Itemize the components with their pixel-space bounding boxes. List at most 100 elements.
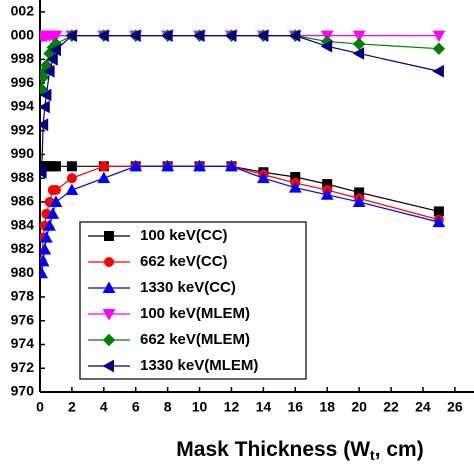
x-axis-label: Mask Thickness (Wt, cm) — [176, 438, 423, 463]
data-point — [40, 242, 52, 255]
data-point — [352, 47, 365, 60]
data-point — [40, 100, 50, 114]
data-point — [65, 29, 77, 42]
data-point — [43, 219, 56, 231]
data-point — [288, 181, 302, 193]
y-tick-label: 972 — [11, 359, 35, 375]
x-label-sub: t — [370, 447, 375, 463]
data-point — [46, 207, 60, 219]
legend-label: 1330 keV(CC) — [140, 279, 236, 296]
series-line — [41, 35, 439, 90]
y-tick-label: 992 — [11, 121, 35, 137]
x-tick-label: 24 — [415, 399, 431, 415]
data-point — [193, 159, 206, 172]
data-point — [50, 161, 61, 172]
y-tick-label: 000 — [11, 26, 35, 42]
data-point — [65, 183, 79, 196]
x-label-rest: , cm) — [375, 438, 424, 461]
x-tick-label: 14 — [256, 399, 272, 415]
marker — [104, 231, 114, 241]
y-tick-label: 994 — [11, 98, 35, 114]
y-tick-label: 980 — [11, 264, 35, 280]
data-point — [432, 42, 446, 55]
data-point — [193, 29, 205, 42]
legend-label: 100 keV(MLEM) — [140, 305, 250, 322]
data-point — [225, 159, 238, 172]
data-point — [432, 30, 446, 43]
x-tick-label: 16 — [288, 399, 304, 415]
x-tick-label: 6 — [132, 399, 140, 415]
x-tick-label: 26 — [447, 399, 463, 415]
data-point — [257, 171, 270, 184]
y-tick-label: 998 — [11, 50, 35, 66]
y-tick-label: 978 — [11, 288, 35, 304]
data-point — [432, 215, 446, 228]
data-point — [40, 118, 49, 132]
legend-label: 100 keV(CC) — [140, 227, 228, 244]
y-tick-label: 974 — [11, 335, 35, 351]
y-tick-label: 984 — [11, 216, 35, 232]
data-point — [320, 188, 334, 200]
data-point — [43, 64, 55, 78]
x-label-main: Mask Thickness (W — [176, 438, 370, 461]
data-point — [320, 39, 333, 53]
y-tick-label: 988 — [11, 169, 35, 185]
legend-box — [79, 221, 307, 380]
data-point — [161, 159, 174, 172]
y-tick-label: 982 — [11, 240, 35, 256]
x-tick-label: 4 — [100, 399, 108, 415]
data-point — [161, 29, 173, 42]
data-point — [40, 165, 47, 179]
data-point — [288, 29, 301, 42]
data-point — [97, 171, 111, 184]
data-point — [432, 64, 444, 78]
x-tick-label: 18 — [319, 399, 335, 415]
marker — [102, 333, 116, 347]
data-point — [129, 29, 141, 42]
marker — [102, 281, 116, 293]
data-point — [256, 29, 269, 42]
data-point — [49, 30, 63, 43]
data-point — [129, 159, 143, 172]
x-tick-label: 20 — [351, 399, 367, 415]
marker — [102, 359, 114, 373]
data-point — [50, 185, 61, 196]
y-tick-label: 996 — [11, 74, 35, 90]
y-tick-label: 002 — [11, 3, 35, 19]
data-point — [49, 43, 61, 57]
marker — [102, 309, 116, 321]
data-point — [98, 161, 109, 172]
x-tick-label: 12 — [224, 399, 240, 415]
series-line — [40, 35, 440, 173]
legend-label: 1330 keV(MLEM) — [140, 357, 258, 374]
data-point — [49, 195, 63, 207]
y-tick-label: 986 — [11, 193, 35, 209]
x-tick-label: 8 — [164, 399, 172, 415]
data-point — [352, 195, 366, 207]
y-tick-label: 976 — [11, 311, 35, 327]
legend-label: 662 keV(MLEM) — [140, 331, 250, 348]
data-point — [97, 29, 109, 42]
data-point — [352, 37, 366, 51]
x-tick-label: 0 — [36, 399, 44, 415]
x-tick-label: 22 — [383, 399, 399, 415]
x-tick-label: 2 — [68, 399, 76, 415]
data-point — [46, 53, 58, 66]
marker — [104, 257, 114, 267]
plot-area — [40, 29, 446, 279]
series-line — [41, 165, 440, 213]
data-point — [40, 266, 48, 279]
y-tick-label: 970 — [11, 383, 35, 399]
legend-label: 662 keV(CC) — [140, 253, 228, 270]
x-tick-label: 10 — [192, 399, 208, 415]
y-tick-label: 990 — [11, 145, 35, 161]
data-point — [66, 173, 77, 184]
data-point — [352, 30, 366, 43]
data-point — [40, 88, 52, 102]
data-point — [66, 161, 77, 172]
data-point — [224, 29, 237, 42]
data-point — [40, 254, 50, 267]
data-point — [433, 206, 444, 217]
data-point — [40, 231, 53, 243]
